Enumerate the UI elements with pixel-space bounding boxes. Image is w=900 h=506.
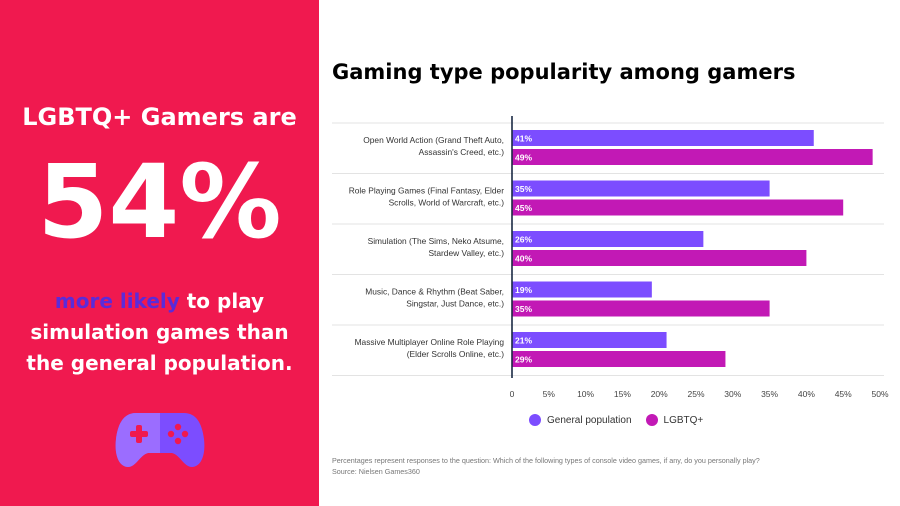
x-tick-label: 25%: [687, 389, 704, 399]
category-label: Music, Dance & Rhythm (Beat Saber,: [365, 287, 504, 297]
bar-chart: Open World Action (Grand Theft Auto, Assa…: [332, 116, 889, 399]
bar: [512, 130, 814, 146]
subtext: more likely to play simulation games tha…: [0, 286, 319, 379]
bar: [512, 180, 770, 197]
bar-value-label: 21%: [515, 336, 532, 346]
legend-item-lgbtq: LGBTQ+: [645, 414, 704, 426]
bar: [512, 250, 807, 266]
subtext-line-2: simulation games than: [30, 320, 289, 344]
x-tick-label: 45%: [835, 389, 852, 399]
bar-value-label: 29%: [515, 355, 532, 365]
legend-item-general: General population: [529, 414, 632, 426]
footnote-question: Percentages represent responses to the q…: [332, 456, 760, 465]
category-label: Scrolls, World of Warcraft, etc.): [389, 198, 505, 208]
x-tick-label: 0: [510, 389, 515, 399]
bar: [512, 231, 704, 247]
bar-value-label: 35%: [515, 304, 532, 314]
x-tick-label: 30%: [724, 389, 741, 399]
category-label: Open World Action (Grand Theft Auto,: [363, 135, 504, 145]
legend-swatch-general: [529, 414, 541, 426]
stat-value: 54%: [37, 143, 282, 262]
footnote: Percentages represent responses to the q…: [332, 455, 760, 477]
category-label: Singstar, Just Dance, etc.): [406, 299, 504, 309]
x-tick-label: 35%: [761, 389, 778, 399]
subtext-line-3: the general population.: [26, 351, 293, 375]
x-tick-label: 15%: [614, 389, 631, 399]
subtext-line-1-rest: to play: [179, 289, 265, 313]
footnote-source: Source: Nielsen Games360: [332, 467, 420, 476]
x-tick-label: 50%: [871, 389, 888, 399]
left-panel: LGBTQ+ Gamers are 54% more likely to pla…: [0, 0, 319, 506]
x-tick-label: 40%: [798, 389, 815, 399]
bar: [512, 332, 667, 348]
bar: [512, 300, 770, 317]
game-controller-icon: [115, 413, 205, 467]
bar: [512, 281, 652, 298]
bar-value-label: 40%: [515, 254, 532, 264]
category-label: (Elder Scrolls Online, etc.): [407, 349, 504, 359]
x-tick-label: 5%: [543, 389, 556, 399]
subtext-line-1: more likely to play: [0, 286, 319, 317]
bar-value-label: 45%: [515, 203, 532, 213]
legend-label-general: General population: [547, 414, 632, 426]
legend-label-lgbtq: LGBTQ+: [663, 414, 704, 426]
highlight-text: more likely: [54, 289, 180, 313]
category-label: Simulation (The Sims, Neko Atsume,: [368, 236, 504, 246]
bar-value-label: 19%: [515, 285, 532, 295]
bar-value-label: 26%: [515, 235, 532, 245]
bar-value-label: 49%: [515, 153, 532, 163]
category-label: Stardew Valley, etc.): [428, 248, 504, 258]
bar: [512, 199, 844, 216]
legend: General population LGBTQ+: [529, 414, 717, 426]
category-label: Assassin's Creed, etc.): [419, 147, 505, 157]
legend-swatch-lgbtq: [645, 414, 658, 426]
bar: [512, 351, 726, 367]
x-tick-label: 20%: [651, 389, 668, 399]
category-label: Massive Multiplayer Online Role Playing: [355, 337, 505, 347]
bar: [512, 149, 873, 165]
bar-value-label: 41%: [515, 134, 532, 144]
x-tick-label: 10%: [577, 389, 594, 399]
headline: LGBTQ+ Gamers are: [22, 103, 297, 131]
bar-value-label: 35%: [515, 184, 532, 194]
category-label: Role Playing Games (Final Fantasy, Elder: [349, 186, 505, 196]
chart-title: Gaming type popularity among gamers: [332, 60, 796, 84]
